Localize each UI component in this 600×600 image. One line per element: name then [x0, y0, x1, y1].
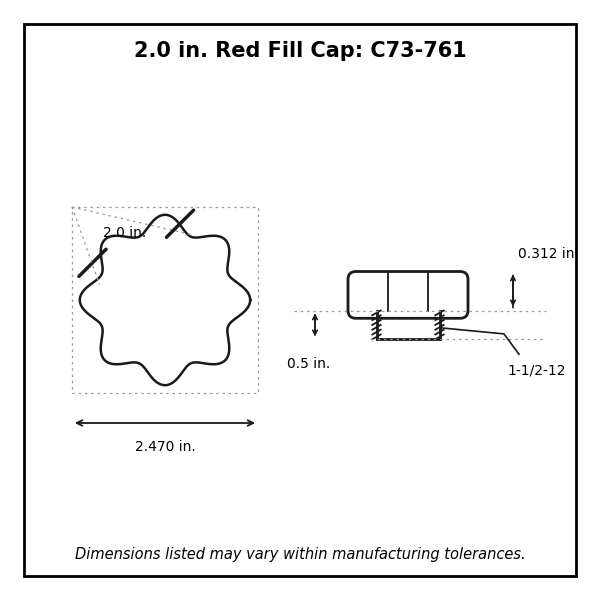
Text: 2.470 in.: 2.470 in.	[134, 440, 196, 454]
Text: 1-1/2-12: 1-1/2-12	[507, 363, 566, 377]
Text: 2.0 in. Red Fill Cap: C73-761: 2.0 in. Red Fill Cap: C73-761	[134, 41, 466, 61]
Text: Dimensions listed may vary within manufacturing tolerances.: Dimensions listed may vary within manufa…	[74, 547, 526, 563]
Text: 2.0 in.: 2.0 in.	[103, 226, 146, 240]
Text: 0.5 in.: 0.5 in.	[287, 357, 331, 371]
Text: 0.312 in.: 0.312 in.	[518, 247, 578, 260]
FancyBboxPatch shape	[348, 271, 468, 318]
